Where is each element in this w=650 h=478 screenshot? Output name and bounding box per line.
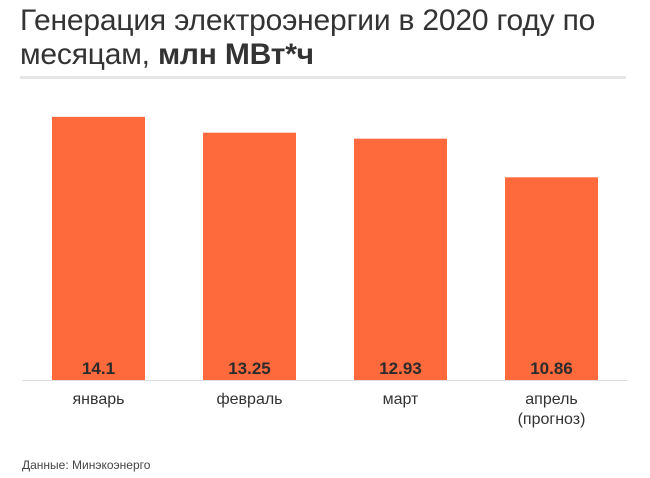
bar-value-label-3: 10.86 [530,359,573,378]
chart-title-unit: млн МВт*ч [157,38,314,71]
chart-title: Генерация электроэнергии в 2020 году по … [20,4,630,72]
chart-title-main: Генерация электроэнергии в 2020 году по … [20,4,596,71]
x-tick-label-3-0: апрель [525,391,578,408]
bar-value-label-0: 14.1 [82,359,115,378]
bar-0 [52,116,145,380]
bar-1 [203,132,296,380]
x-tick-label-1: февраль [216,391,282,408]
bar-2 [354,138,447,380]
title-divider [20,76,626,79]
x-tick-label-2: март [383,391,419,408]
x-tick-label-0: январь [73,391,125,408]
x-tick-label-3-1: (прогноз) [518,411,586,428]
bar-value-label-1: 13.25 [228,359,271,378]
source-note: Данные: Минэкоэнерго [22,458,151,472]
bar-3 [505,177,598,380]
bar-value-label-2: 12.93 [379,359,422,378]
